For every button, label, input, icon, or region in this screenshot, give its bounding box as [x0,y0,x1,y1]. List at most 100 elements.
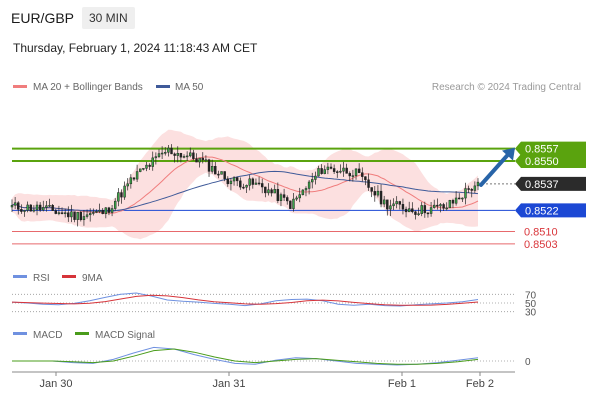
candle-body [139,168,142,172]
candle-body [370,187,373,192]
candle-body [351,175,355,177]
level-label-0.8522: 0.8522 [525,205,559,217]
level-label-0.8510: 0.8510 [524,227,558,239]
candle-body [473,185,477,191]
candle-body [92,212,95,214]
candle-body [298,194,301,199]
candle-body [339,170,342,173]
candle-body [132,177,136,180]
candle-body [432,204,436,208]
candle-body [276,189,280,201]
candle-body [10,204,14,208]
candle-body [113,200,117,209]
candle-body [88,213,92,216]
ma50-legend-swatch [156,85,170,88]
candle-body [439,204,442,207]
candle-body [79,212,83,221]
level-label-0.8503: 0.8503 [524,239,558,251]
candle-body [292,198,295,209]
candle-body [386,199,389,210]
candle-body [110,208,114,213]
bollinger-band-area [12,129,478,240]
candle-body [279,194,283,201]
x-tick-label: Feb 1 [388,378,416,390]
credit-label: Research © 2024 Trading Central [432,82,581,93]
macd-signal-legend-swatch [75,332,89,335]
candles [10,144,480,227]
candle-body [104,207,108,215]
candle-body [467,188,470,190]
candle-body [67,212,70,218]
candle-body [179,153,183,158]
candle-body [417,213,420,215]
candle-body [373,191,377,196]
level-tag-0.8537 [515,176,586,191]
main-legend: MA 20 + Bollinger Bands MA 50 Research ©… [13,82,581,93]
candle-body [45,205,48,208]
candle-body [398,201,402,205]
candle-body [260,183,264,188]
candle-body [85,214,89,217]
candle-body [264,186,267,194]
candle-body [107,207,111,213]
candle-body [38,204,42,211]
x-axis: Jan 30 Jan 31 Feb 1 Feb 2 [12,371,515,390]
candle-body [129,177,133,185]
candle-body [226,178,230,185]
rsi-line [11,292,479,307]
ma20-legend-label: MA 20 + Bollinger Bands [33,82,143,93]
level-label-0.8537: 0.8537 [525,179,559,191]
candle-body [451,200,455,204]
price-levels [12,147,515,245]
candle-body [60,212,64,214]
candle-body [223,171,226,180]
candle-body [192,152,195,159]
forecast-arrow [479,147,515,187]
candle-body [142,168,145,170]
macd-legend: MACD MACD Signal [13,330,155,341]
candle-body [342,167,345,172]
candle-body [239,180,242,188]
candle-body [214,166,217,175]
candle-body [311,179,314,183]
timeframe-badge[interactable]: 30 MIN [82,7,135,29]
candle-body [464,188,467,199]
candle-body [157,153,161,157]
candle-body [454,197,458,204]
candle-body [273,189,276,194]
level-tag-0.8522 [515,203,586,218]
candle-body [476,181,480,187]
candle-body [32,209,36,212]
candle-body [23,210,26,212]
candle-body [307,181,311,189]
candle-body [282,194,286,198]
candle-body [401,204,405,210]
candle-body [198,157,201,163]
candle-body [201,157,204,161]
candle-body [348,173,351,177]
level-tag-0.8557 [515,141,586,156]
candle-body [295,197,298,200]
instrument-symbol: EUR/GBP [11,10,75,26]
candle-body [323,169,326,174]
candle-body [411,208,414,213]
ma50-legend-label: MA 50 [175,82,204,93]
rsi-ma-line [11,294,479,306]
candle-body [445,207,448,210]
candle-body [57,212,61,214]
candle-body [395,201,398,205]
ma20-legend-swatch [13,85,27,88]
rsi-tick-label: 30 [525,308,537,319]
level-tag-0.8550 [515,153,586,168]
ma20-line [11,156,479,214]
candle-body [317,168,320,177]
candle-body [82,216,86,221]
candle-body [458,197,461,200]
bollinger-bands [12,129,478,240]
candle-body [160,152,164,155]
candle-body [242,186,245,189]
candle-body [135,171,139,180]
candle-body [379,190,383,205]
